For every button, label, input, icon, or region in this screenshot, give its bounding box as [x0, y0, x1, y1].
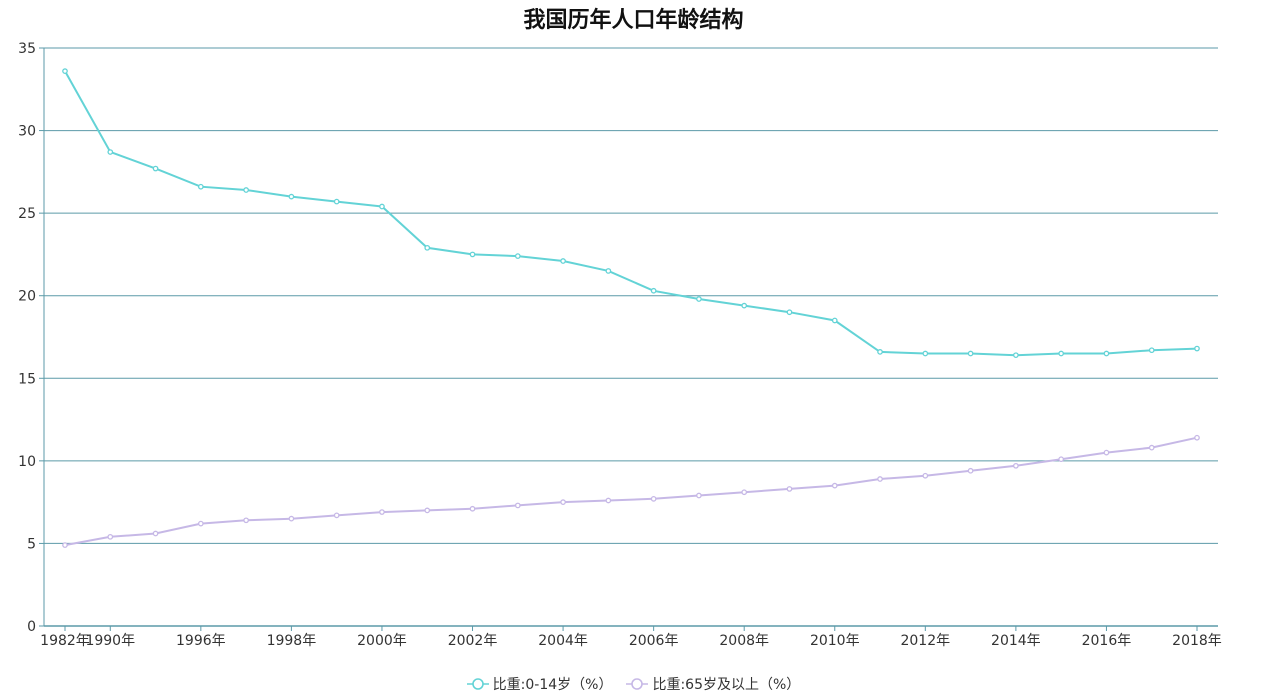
data-point[interactable]	[288, 193, 295, 200]
legend-swatch-elderly	[626, 678, 649, 690]
y-tick-label: 15	[18, 371, 36, 387]
data-point[interactable]	[1103, 449, 1110, 456]
gridlines	[44, 47, 1218, 544]
data-point[interactable]	[741, 489, 748, 496]
data-point[interactable]	[560, 499, 566, 505]
data-point[interactable]	[877, 349, 883, 355]
data-point[interactable]	[424, 244, 431, 251]
x-tick-label: 1982年	[40, 633, 90, 649]
x-tick-label: 1996年	[176, 633, 226, 649]
x-tick-label: 2000年	[357, 633, 407, 649]
data-point[interactable]	[650, 495, 657, 502]
data-point[interactable]	[469, 251, 476, 258]
data-point[interactable]	[379, 509, 385, 515]
data-point[interactable]	[1103, 350, 1110, 357]
data-point[interactable]	[107, 149, 114, 155]
data-point[interactable]	[786, 486, 793, 492]
data-point[interactable]	[107, 533, 114, 540]
legend: 比重:0-14岁（%） 比重:65岁及以上（%）	[0, 674, 1267, 694]
y-tick-label: 0	[27, 619, 36, 635]
data-point[interactable]	[1194, 434, 1200, 441]
data-point[interactable]	[62, 542, 68, 548]
data-point[interactable]	[696, 296, 702, 302]
chart-title: 我国历年人口年龄结构	[523, 8, 744, 33]
data-point[interactable]	[967, 467, 974, 474]
x-tick-label: 2002年	[448, 633, 498, 649]
x-tick-label: 2016年	[1082, 633, 1132, 649]
x-tick-label: 2008年	[719, 633, 769, 649]
data-point[interactable]	[560, 258, 566, 264]
data-point[interactable]	[469, 505, 476, 512]
data-point[interactable]	[605, 497, 612, 504]
x-tick-label: 2014年	[991, 633, 1041, 649]
y-tick-label: 20	[18, 289, 36, 305]
data-point[interactable]	[333, 512, 340, 519]
data-point[interactable]	[877, 476, 883, 482]
data-point[interactable]	[62, 68, 68, 74]
data-point[interactable]	[696, 492, 702, 499]
data-point[interactable]	[1058, 350, 1065, 357]
y-tick-label: 10	[18, 454, 36, 470]
x-tick-label: 2018年	[1172, 633, 1222, 649]
data-point[interactable]	[922, 472, 929, 479]
data-point[interactable]	[333, 198, 340, 205]
y-tick-label: 30	[18, 124, 36, 140]
data-point[interactable]	[514, 253, 521, 259]
data-point[interactable]	[922, 350, 929, 357]
x-tick-label: 1990年	[85, 633, 135, 649]
legend-label-children: 比重:0-14岁（%）	[492, 677, 613, 693]
data-point[interactable]	[424, 507, 431, 514]
data-point[interactable]	[197, 520, 204, 527]
data-point[interactable]	[1148, 347, 1155, 354]
legend-item-children[interactable]: 比重:0-14岁（%）	[466, 674, 613, 694]
x-tick-label: 2010年	[810, 633, 860, 649]
data-point[interactable]	[650, 287, 657, 294]
y-tick-label: 25	[18, 206, 36, 222]
y-tick-label: 5	[27, 536, 36, 552]
x-tick-label: 2006年	[629, 633, 679, 649]
data-point[interactable]	[243, 517, 249, 524]
data-point[interactable]	[379, 203, 385, 210]
x-tick-label: 2012年	[900, 633, 950, 649]
x-tick-label: 2004年	[538, 633, 588, 649]
data-point[interactable]	[1194, 345, 1200, 352]
series-layer	[62, 68, 1200, 548]
x-tick-label: 1998年	[267, 633, 317, 649]
series-line-1	[64, 436, 1198, 547]
data-point[interactable]	[152, 530, 159, 537]
data-point[interactable]	[1013, 462, 1019, 469]
data-point[interactable]	[288, 515, 295, 522]
data-point[interactable]	[1013, 352, 1019, 359]
legend-label-elderly: 比重:65岁及以上（%）	[652, 677, 801, 693]
legend-item-elderly[interactable]: 比重:65岁及以上（%）	[626, 674, 800, 694]
legend-swatch-children	[466, 678, 489, 690]
data-point[interactable]	[1148, 444, 1155, 451]
series-line-0	[64, 70, 1198, 357]
data-point[interactable]	[243, 187, 249, 193]
data-point[interactable]	[1058, 456, 1065, 463]
data-point[interactable]	[605, 268, 612, 274]
data-point[interactable]	[197, 183, 204, 190]
data-point[interactable]	[152, 165, 159, 172]
data-point[interactable]	[514, 502, 521, 509]
y-tick-label: 35	[18, 41, 36, 57]
data-point[interactable]	[786, 309, 793, 316]
data-point[interactable]	[831, 317, 838, 324]
data-point[interactable]	[967, 350, 974, 357]
data-point[interactable]	[741, 302, 748, 309]
data-point[interactable]	[831, 482, 838, 489]
